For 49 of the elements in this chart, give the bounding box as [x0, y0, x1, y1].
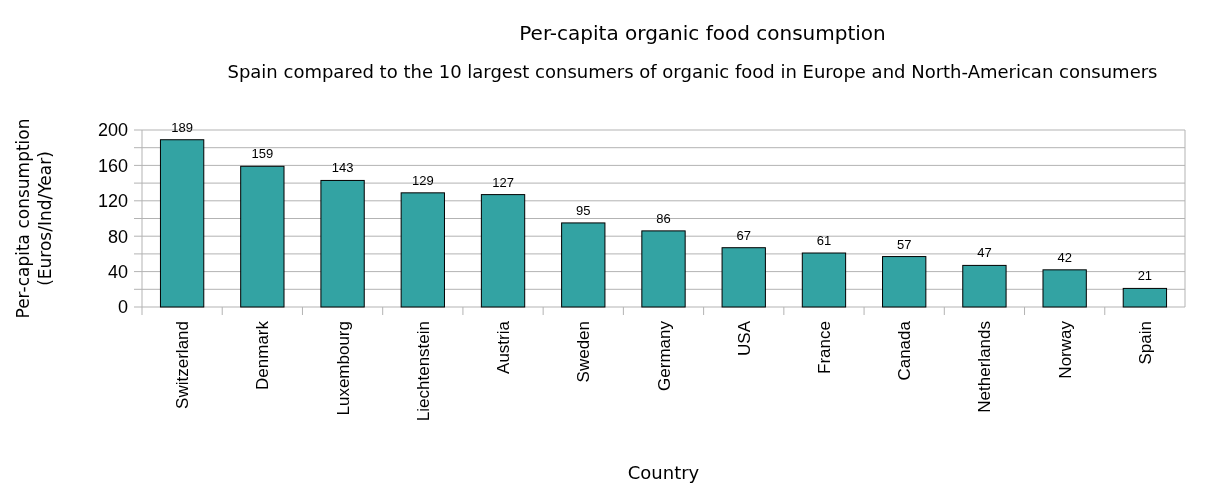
y-tick-label: 160 [97, 155, 128, 176]
bar [561, 222, 606, 308]
x-tick-label: Sweden [574, 321, 594, 383]
bar [801, 252, 847, 308]
data-label: 95 [576, 202, 591, 218]
bar [320, 179, 365, 308]
x-tick-label: USA [734, 320, 754, 356]
x-tick-label: Spain [1135, 321, 1155, 365]
y-tick-label: 120 [97, 191, 128, 212]
y-tick-label: 80 [107, 226, 128, 247]
x-axis-title: Country [627, 462, 700, 483]
x-tick-label: Switzerland [173, 321, 193, 409]
data-label: 57 [896, 236, 912, 252]
chart-subtitle: Spain compared to the 10 largest consumers of organic food in Europe and North-American consumers [227, 61, 1158, 82]
y-tick-label: 0 [117, 297, 128, 318]
data-label: 21 [1137, 268, 1153, 284]
data-label: 127 [492, 174, 514, 190]
bar [240, 165, 285, 308]
bar [641, 230, 686, 308]
chart-title: Per-capita organic food consumption [519, 21, 886, 45]
y-axis-title: Per-capita consumption (Euros/Ind/Year) [13, 118, 55, 319]
data-label: 61 [816, 233, 832, 249]
x-tick-label: Liechtenstein [413, 321, 433, 422]
bar [882, 256, 927, 308]
bar [1042, 269, 1087, 308]
y-tick-label: 200 [97, 120, 128, 141]
data-label: 189 [171, 119, 193, 135]
data-label: 159 [251, 146, 274, 162]
data-label: 67 [736, 227, 751, 243]
data-label: 129 [411, 172, 434, 188]
x-tick-label: Canada [895, 320, 915, 381]
x-tick-label: Norway [1055, 320, 1075, 379]
x-tick-label: Austria [494, 320, 514, 374]
x-tick-label: France [814, 321, 834, 374]
x-tick-label: Netherlands [975, 321, 995, 413]
y-tick-label: 40 [107, 261, 128, 282]
data-label: 86 [656, 210, 671, 226]
data-label: 143 [331, 160, 354, 176]
bar [1122, 287, 1168, 308]
bar [721, 247, 766, 308]
bar [480, 194, 526, 308]
bar [962, 264, 1007, 308]
bar [400, 192, 445, 308]
x-tick-label: Luxembourg [333, 321, 353, 416]
data-label: 42 [1057, 249, 1072, 265]
x-tick-label: Denmark [253, 320, 273, 390]
x-tick-label: Germany [654, 320, 674, 391]
bar [159, 139, 205, 308]
data-label: 47 [977, 245, 992, 261]
